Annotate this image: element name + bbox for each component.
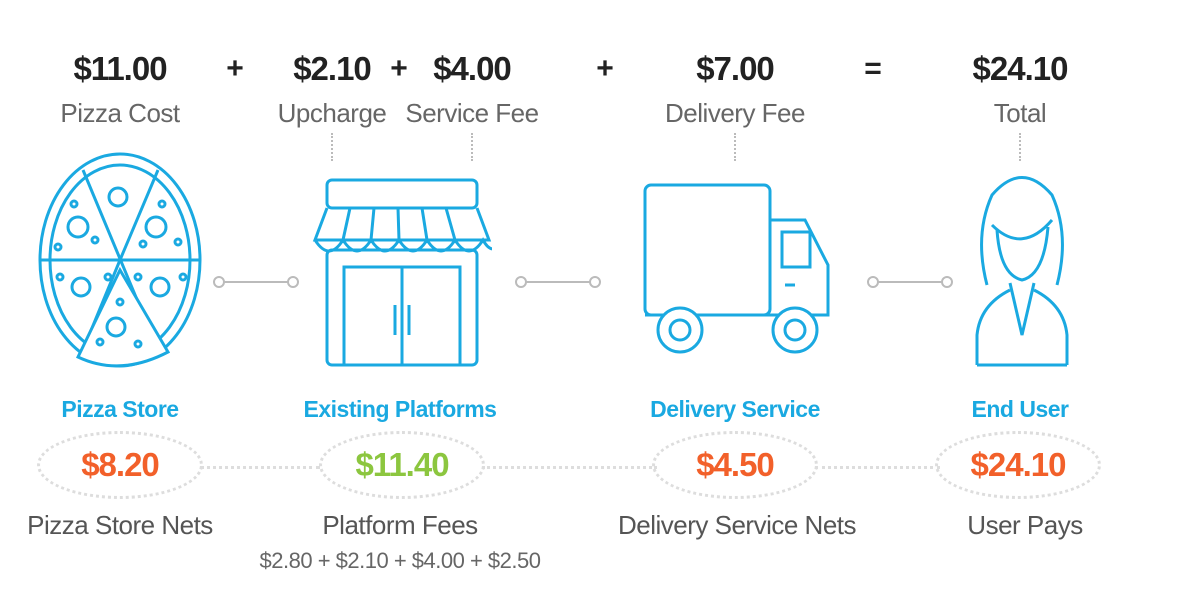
dotted-connector <box>734 133 736 161</box>
delivery-service-net-amount: $4.50 <box>696 446 775 483</box>
delivery-service-nets-label: Delivery Service Nets <box>617 510 857 540</box>
service-fee-label: Service Fee <box>405 98 539 128</box>
amount-bubble <box>935 431 1101 499</box>
delivery-fee-label: Delivery Fee <box>665 98 805 128</box>
plus-operator: + <box>596 52 614 85</box>
existing-platforms-title: Existing Platforms <box>303 396 497 422</box>
total-label: Total <box>993 98 1047 128</box>
upcharge-value: $2.10 <box>293 50 372 87</box>
amount-bubble <box>37 431 203 499</box>
equals-operator: = <box>864 52 882 85</box>
amount-bubble <box>652 431 818 499</box>
delivery-service-title: Delivery Service <box>650 396 820 422</box>
delivery-truck-icon <box>643 183 830 354</box>
storefront-icon <box>312 178 492 367</box>
platform-fees-label: Platform Fees <box>322 510 478 540</box>
dotted-connector <box>482 466 657 469</box>
pizza-cost-label: Pizza Cost <box>60 98 180 128</box>
platform-fees-breakdown: $2.80 + $2.10 + $4.00 + $2.50 <box>259 548 541 573</box>
pizza-cost-value: $11.00 <box>73 50 167 87</box>
pizza-store-nets-label: Pizza Store Nets <box>27 510 213 540</box>
upcharge-label: Upcharge <box>277 98 387 128</box>
user-pays-amount: $24.10 <box>970 446 1067 483</box>
dotted-connector <box>815 466 940 469</box>
connector-line <box>867 276 953 288</box>
connector-line <box>213 276 299 288</box>
dotted-connector <box>1019 133 1021 161</box>
dotted-connector <box>471 133 473 161</box>
amount-bubble <box>319 431 485 499</box>
pizza-store-net-amount: $8.20 <box>81 446 160 483</box>
user-pays-label: User Pays <box>967 510 1083 540</box>
dotted-connector <box>200 466 320 469</box>
end-user-title: End User <box>971 396 1069 422</box>
total-value: $24.10 <box>972 50 1069 87</box>
dotted-connector <box>331 133 333 161</box>
platform-fees-amount: $11.40 <box>355 446 449 483</box>
plus-operator: + <box>390 52 408 85</box>
delivery-fee-value: $7.00 <box>696 50 775 87</box>
user-icon <box>975 176 1069 367</box>
plus-operator: + <box>226 52 244 85</box>
pizza-icon <box>38 152 202 368</box>
connector-line <box>515 276 601 288</box>
pizza-store-title: Pizza Store <box>61 396 179 422</box>
service-fee-value: $4.00 <box>433 50 512 87</box>
